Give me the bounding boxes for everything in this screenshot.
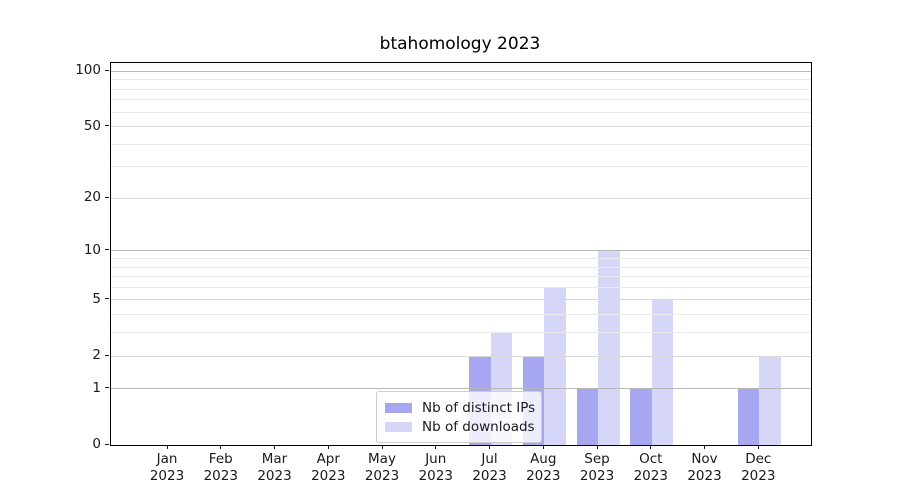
gridline-labeled	[111, 299, 811, 301]
legend-label-downloads: Nb of downloads	[422, 418, 535, 435]
x-tick	[327, 445, 329, 449]
y-tick-label: 20	[83, 189, 101, 206]
y-tick	[105, 354, 109, 356]
gridline-major	[111, 250, 811, 252]
x-tick-label: Apr 2023	[311, 451, 346, 484]
x-tick-label: Sep 2023	[579, 451, 615, 484]
x-tick	[220, 445, 222, 449]
x-tick-label: Mar 2023	[257, 451, 292, 484]
y-tick	[105, 387, 109, 389]
x-tick-label: May 2023	[364, 451, 400, 484]
gridline-labeled	[111, 355, 811, 357]
x-tick-label: Aug 2023	[526, 451, 561, 484]
gridline-minor	[111, 286, 811, 288]
gridline-major	[111, 70, 811, 72]
gridline-major	[111, 388, 811, 390]
legend-label-distinct-ips: Nb of distinct IPs	[422, 399, 536, 416]
gridline-minor	[111, 88, 811, 90]
x-tick-label: Dec 2023	[741, 451, 776, 484]
x-tick-label: Jul 2023	[472, 451, 507, 484]
x-tick	[650, 445, 652, 449]
gridline-minor	[111, 257, 811, 259]
x-tick	[704, 445, 705, 449]
gridline-minor	[111, 314, 811, 316]
bar-distinct-ips	[737, 388, 760, 445]
gridline-labeled	[111, 197, 811, 199]
gridline-labeled	[111, 126, 811, 128]
gridline-minor	[111, 332, 811, 334]
x-tick	[596, 445, 598, 449]
x-tick	[166, 445, 168, 449]
legend-entry-downloads: Nb of downloads	[385, 417, 535, 436]
x-tick-label: Jun 2023	[418, 451, 453, 484]
bar-downloads	[759, 356, 781, 445]
bar-downloads	[544, 287, 566, 445]
y-tick	[105, 249, 109, 251]
x-tick-label: Nov 2023	[687, 451, 722, 484]
gridline-minor	[111, 79, 811, 81]
y-tick	[105, 298, 109, 300]
y-tick-label: 0	[92, 436, 101, 452]
y-tick	[105, 443, 109, 445]
bar-distinct-ips	[630, 388, 652, 445]
gridline-minor	[111, 143, 811, 145]
y-tick	[105, 125, 109, 127]
y-tick	[105, 69, 109, 71]
y-tick-label: 2	[92, 347, 101, 363]
x-tick	[274, 445, 275, 449]
x-tick-label: Oct 2023	[633, 451, 668, 484]
legend-swatch-distinct-ips	[385, 402, 412, 413]
bar-downloads	[651, 299, 674, 445]
x-tick	[489, 445, 490, 449]
x-tick	[435, 445, 437, 449]
gridline-minor	[111, 276, 811, 278]
legend-swatch-downloads	[385, 421, 412, 432]
gridline-minor	[111, 266, 811, 268]
y-tick	[105, 196, 109, 198]
bar-distinct-ips	[576, 388, 598, 445]
chart-title: btahomology 2023	[379, 34, 541, 54]
x-tick	[542, 445, 544, 449]
y-tick-label: 1	[92, 379, 101, 396]
legend-entry-distinct-ips: Nb of distinct IPs	[385, 398, 536, 417]
bar-downloads	[598, 250, 620, 445]
legend: Nb of distinct IPs Nb of downloads	[376, 391, 542, 443]
gridline-minor	[111, 111, 811, 113]
y-tick-label: 5	[92, 290, 101, 307]
y-tick-label: 100	[75, 62, 101, 79]
gridline-minor	[111, 166, 811, 168]
x-tick	[757, 445, 759, 449]
gridline-minor	[111, 99, 811, 101]
plot-area: Nb of distinct IPs Nb of downloads	[110, 62, 812, 446]
x-tick-label: Jan 2023	[149, 451, 185, 484]
y-tick-label: 10	[83, 241, 101, 258]
x-tick-label: Feb 2023	[203, 451, 238, 484]
x-tick	[381, 445, 383, 449]
y-tick-label: 50	[83, 117, 101, 134]
